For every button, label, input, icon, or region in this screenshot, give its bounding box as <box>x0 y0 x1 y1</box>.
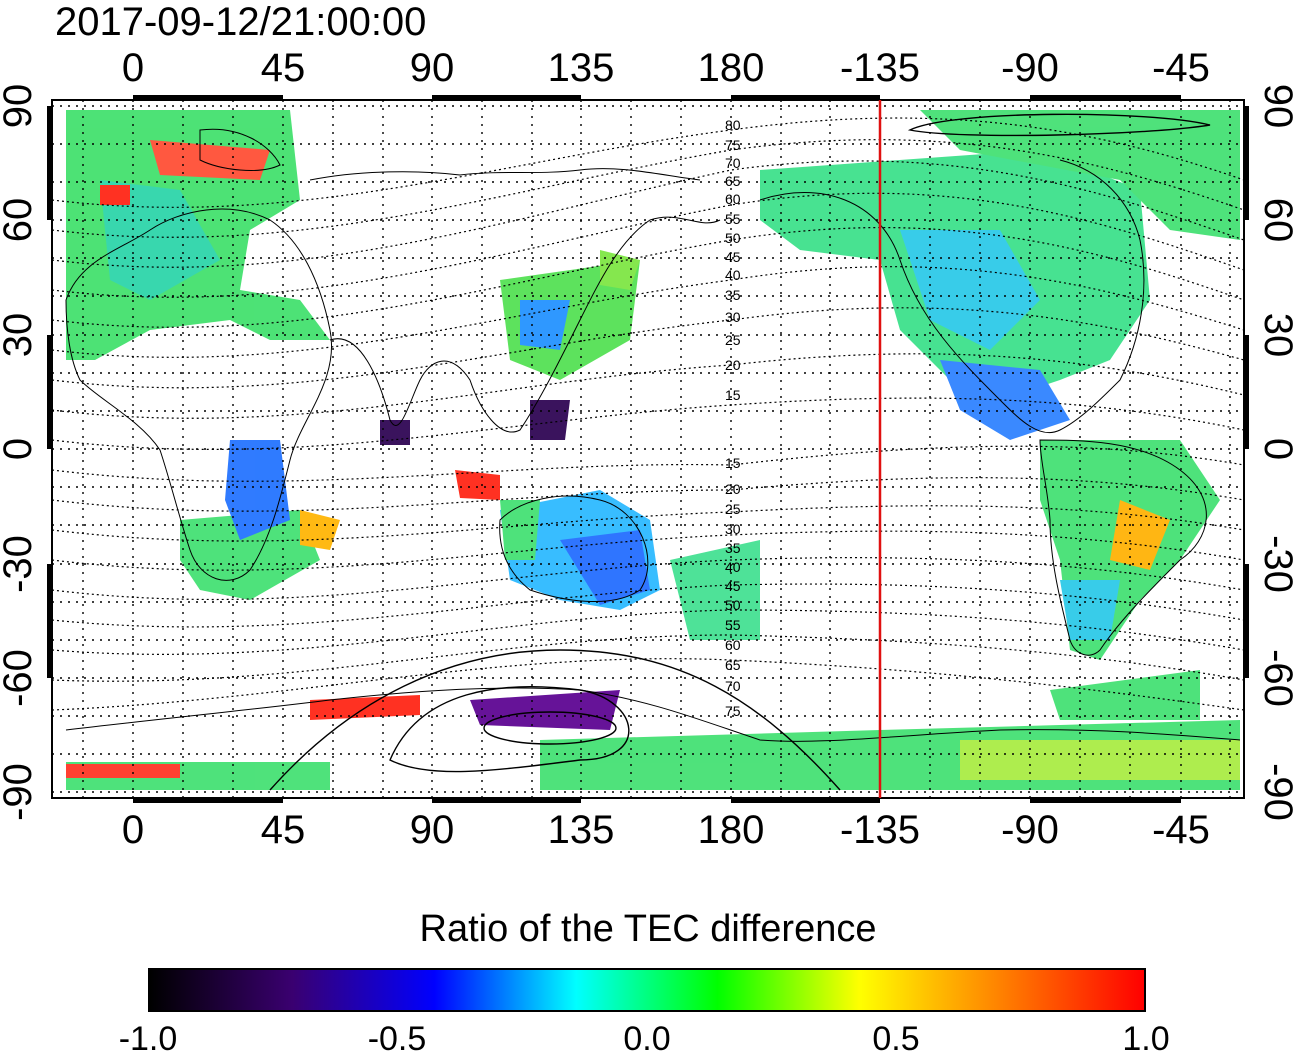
contour-value-label: 15 <box>725 387 741 403</box>
solid-contours <box>269 113 1211 791</box>
top-tick-label: 90 <box>409 46 455 90</box>
map-title: 2017-09-12/21:00:00 <box>55 0 427 44</box>
contour-value-label: 80 <box>725 117 741 133</box>
contour-value-label: 55 <box>725 617 741 633</box>
contour-value-label: 25 <box>725 501 741 517</box>
contour-value-label: 65 <box>725 173 741 189</box>
magnetic-latitude-contours <box>52 117 1244 711</box>
contour-value-label: 35 <box>725 540 741 556</box>
contour-value-label: 75 <box>725 137 741 153</box>
contour-value-label: 45 <box>725 578 741 594</box>
bottom-tick-label: 45 <box>260 808 306 852</box>
bottom-tick-label: -90 <box>1001 808 1059 852</box>
bottom-tick-label: 90 <box>409 808 455 852</box>
colorbar-tick-label: -0.5 <box>367 1020 427 1058</box>
top-tick-label: -45 <box>1152 46 1210 90</box>
top-tick-label: 135 <box>547 46 615 90</box>
contour-value-label: 70 <box>725 678 741 694</box>
top-tick-label: 45 <box>260 46 306 90</box>
bottom-tick-label: -45 <box>1152 808 1210 852</box>
contour-value-label: 75 <box>725 703 741 719</box>
contour-value-label: 35 <box>725 287 741 303</box>
bottom-tick-label: 0 <box>121 808 145 852</box>
contour-value-label: 60 <box>725 191 741 207</box>
contour-value-label: 30 <box>725 309 741 325</box>
contour-value-label: 40 <box>725 267 741 283</box>
top-tick-label: -90 <box>1001 46 1059 90</box>
contour-value-label: 20 <box>725 481 741 497</box>
top-tick-label: 180 <box>697 46 765 90</box>
contour-value-label: 40 <box>725 559 741 575</box>
contour-value-label: 50 <box>725 230 741 246</box>
top-tick-label: 0 <box>121 46 145 90</box>
latitude-gridlines <box>52 105 1244 793</box>
contour-value-label: 20 <box>725 357 741 373</box>
colorbar <box>148 968 1146 1012</box>
contour-value-label: 15 <box>725 455 741 471</box>
coastlines <box>65 128 1241 742</box>
bottom-tick-label: 180 <box>697 808 765 852</box>
contour-value-label: 60 <box>725 637 741 653</box>
colorbar-tick-label: -1.0 <box>118 1020 178 1058</box>
colorbar-tick-label: 0.0 <box>623 1020 671 1058</box>
contour-value-labels: 80 75 70 65 60 55 50 45 40 35 30 25 20 15 15 20 25 30 35 40… <box>725 117 741 719</box>
contour-value-label: 65 <box>725 657 741 673</box>
contour-value-label: 25 <box>725 332 741 348</box>
top-tick-label: -135 <box>839 46 921 90</box>
contour-value-label: 30 <box>725 521 741 537</box>
contour-value-label: 45 <box>725 249 741 265</box>
colorbar-tick-label: 1.0 <box>1122 1020 1170 1058</box>
frame-tick-bars <box>47 95 1249 803</box>
colorbar-title: Ratio of the TEC difference <box>419 908 877 950</box>
contour-value-label: 50 <box>725 597 741 613</box>
contour-value-label: 55 <box>725 211 741 227</box>
bottom-tick-label: -135 <box>839 808 921 852</box>
contour-value-label: 70 <box>725 155 741 171</box>
tec-data-layer <box>66 110 1240 790</box>
bottom-tick-label: 135 <box>547 808 615 852</box>
colorbar-tick-label: 0.5 <box>872 1020 920 1058</box>
